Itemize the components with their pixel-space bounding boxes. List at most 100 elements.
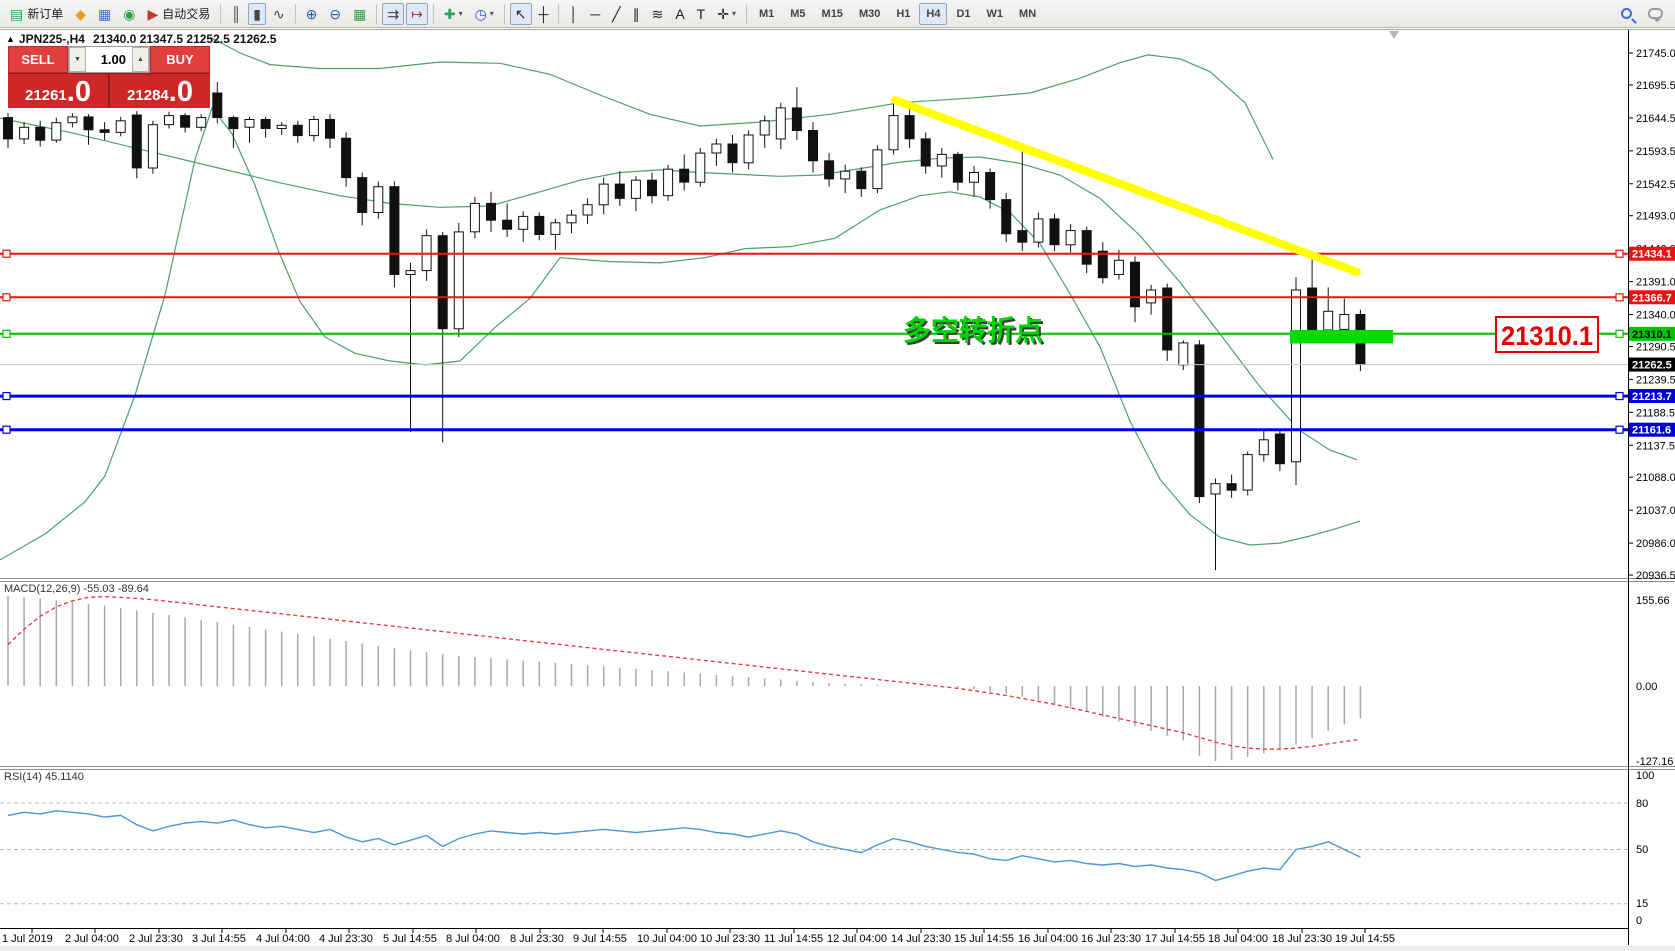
gold-icon-icon: ◆ bbox=[75, 5, 87, 22]
time-tick-label: 5 Jul 14:55 bbox=[383, 933, 437, 945]
timeframe-button-m1[interactable]: M1 bbox=[758, 7, 775, 20]
period-dropdown-button[interactable]: ◷ ▾ bbox=[470, 3, 499, 25]
candle-body bbox=[1258, 439, 1269, 456]
zoom-out-button[interactable]: ⊖ bbox=[324, 3, 346, 25]
candle-body bbox=[534, 215, 545, 235]
candle-body bbox=[582, 204, 593, 216]
timeframe-button-h4[interactable]: H4 bbox=[919, 2, 948, 25]
zoom-in-button[interactable]: ⊕ bbox=[301, 3, 323, 25]
sell-price-button[interactable]: 21261.0 bbox=[8, 74, 108, 108]
trendline-tool-button[interactable]: ╱ bbox=[607, 3, 625, 25]
volume-increase-button[interactable]: ▲ bbox=[132, 47, 149, 72]
timeframe-button-h1[interactable]: H1 bbox=[896, 7, 911, 20]
vline-tool-button[interactable]: │ bbox=[564, 3, 583, 25]
candle-body bbox=[840, 170, 851, 180]
timeframe-button-m30[interactable]: M30 bbox=[858, 7, 881, 20]
time-tick-label: 17 Jul 14:55 bbox=[1145, 933, 1205, 945]
trendline-tool-icon: ╱ bbox=[612, 5, 621, 22]
rsi-line bbox=[7, 810, 1361, 882]
buy-button[interactable]: BUY bbox=[150, 46, 210, 73]
arrows-tool-button[interactable]: ✛ ▾ bbox=[712, 3, 741, 25]
level-tag-text: 21366.7 bbox=[1632, 292, 1672, 304]
auto-scroll-icon: ⇉ bbox=[387, 5, 400, 22]
candle-body bbox=[373, 186, 384, 213]
candle-body bbox=[1033, 218, 1044, 243]
line-chart-icon: ∿ bbox=[272, 5, 285, 22]
new-order-button[interactable]: ▤ 新订单 bbox=[5, 3, 68, 25]
level-tag-text: 21262.5 bbox=[1632, 360, 1672, 372]
chart-shift-button[interactable]: ↦ bbox=[406, 2, 428, 25]
price-level-tags: 21434.1 21366.7 21310.1 21262.5 21213.7 21161… bbox=[1629, 246, 1675, 437]
price-tick-label: 21188.5 bbox=[1636, 407, 1675, 419]
candle-body bbox=[904, 115, 915, 140]
hline-tool-button[interactable]: ─ bbox=[585, 3, 605, 25]
candle-body bbox=[1210, 483, 1221, 495]
crosshair-tool-button[interactable]: ┼ bbox=[534, 3, 554, 25]
market-watch-button[interactable]: ▦ bbox=[93, 3, 116, 25]
crosshair-tool-icon: ┼ bbox=[538, 5, 549, 22]
candle-body bbox=[550, 222, 561, 235]
gold-icon-button[interactable]: ◆ bbox=[70, 3, 91, 25]
candle-chart-button[interactable]: ▮ bbox=[248, 2, 266, 25]
level-marker bbox=[1615, 293, 1624, 302]
symbol-period-label: JPN225-,H4 bbox=[18, 32, 85, 46]
volume-input[interactable] bbox=[86, 47, 132, 72]
price-tick-label: 20936.5 bbox=[1636, 570, 1675, 582]
channel-tool-button[interactable]: ∥ bbox=[628, 3, 645, 25]
level-marker bbox=[2, 329, 11, 338]
candle-body bbox=[1049, 218, 1060, 246]
timeframe-button-m15[interactable]: M15 bbox=[821, 7, 843, 20]
toolbar-separator bbox=[376, 3, 378, 24]
candle-body bbox=[292, 124, 303, 137]
line-chart-button[interactable]: ∿ bbox=[268, 3, 290, 25]
label-tool-button[interactable]: T bbox=[692, 3, 711, 25]
candle-body bbox=[614, 183, 625, 199]
level-marker bbox=[2, 293, 11, 302]
chat-icon[interactable] bbox=[1648, 8, 1663, 19]
price-tick-label: 21542.5 bbox=[1636, 179, 1675, 191]
macd-panel: MACD(12,26,9) -55.03 -89.64 155.66 0.00 -12… bbox=[4, 583, 1673, 768]
signal-button[interactable]: ◉ bbox=[118, 3, 140, 25]
volume-stepper: ▼ ▲ bbox=[68, 46, 150, 73]
turning-point-highlight-box[interactable] bbox=[1290, 330, 1393, 344]
bar-chart-button[interactable]: ║ bbox=[226, 3, 246, 25]
sell-button[interactable]: SELL bbox=[8, 46, 68, 73]
timeframe-button-d1[interactable]: D1 bbox=[956, 7, 971, 20]
buy-price-button[interactable]: 21284.0 bbox=[110, 74, 210, 108]
candle-body bbox=[598, 183, 609, 206]
auto-scroll-button[interactable]: ⇉ bbox=[382, 2, 405, 25]
auto-trading-button[interactable]: ▶ 自动交易 bbox=[142, 3, 215, 25]
search-icon[interactable] bbox=[1621, 8, 1632, 19]
cursor-tool-button[interactable]: ↖ bbox=[509, 2, 532, 25]
text-tool-button[interactable]: A bbox=[670, 3, 689, 25]
rsi-axis-label: 15 bbox=[1636, 898, 1648, 910]
add-indicator-button[interactable]: ✚ ▾ bbox=[439, 3, 468, 25]
fibonacci-tool-button[interactable]: ≋ bbox=[647, 3, 669, 25]
chart-shift-icon: ↦ bbox=[411, 5, 423, 22]
collapse-panel-icon[interactable]: ▲ bbox=[6, 34, 15, 44]
rsi-axis-label: 0 bbox=[1636, 915, 1642, 927]
one-click-trading-panel: SELL ▼ ▲ BUY 21261.0 21284.0 bbox=[8, 46, 210, 108]
channel-tool-icon: ∥ bbox=[632, 5, 640, 22]
timeframe-button-mn[interactable]: MN bbox=[1019, 7, 1037, 20]
price-tick-label: 21137.5 bbox=[1636, 440, 1675, 452]
price-callout-box[interactable] bbox=[1495, 316, 1599, 353]
time-tick-label: 16 Jul 04:00 bbox=[1018, 933, 1078, 945]
bollinger-middle-band bbox=[0, 117, 1358, 461]
timeframe-button-w1[interactable]: W1 bbox=[986, 7, 1004, 20]
annotation-text[interactable]: 多空转折点 bbox=[903, 314, 1043, 346]
timeframe-button-m5[interactable]: M5 bbox=[790, 7, 806, 20]
candle-body bbox=[969, 172, 979, 183]
chart-shift-marker-icon[interactable] bbox=[1389, 31, 1399, 39]
macd-label: MACD(12,26,9) -55.03 -89.64 bbox=[4, 583, 149, 595]
descending-trendline[interactable] bbox=[891, 96, 1361, 276]
tile-windows-button[interactable]: ▦ bbox=[348, 3, 371, 25]
fibonacci-tool-icon: ≋ bbox=[651, 5, 664, 22]
candle-body bbox=[502, 219, 513, 230]
level-tag-21366.7 bbox=[1629, 290, 1675, 305]
candle-body bbox=[196, 117, 207, 128]
bar-chart-icon: ║ bbox=[231, 5, 242, 22]
price-callout-text: 21310.1 bbox=[1501, 321, 1593, 351]
volume-decrease-button[interactable]: ▼ bbox=[69, 47, 86, 72]
